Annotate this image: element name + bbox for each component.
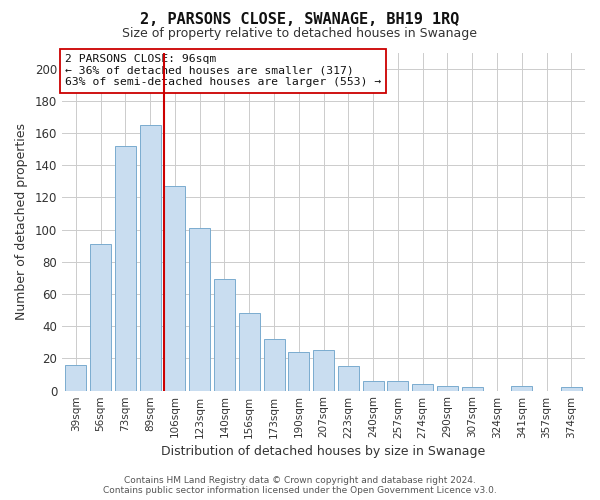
Bar [511, 386, 532, 390]
Y-axis label: Number of detached properties: Number of detached properties [15, 123, 28, 320]
Bar [189, 228, 210, 390]
Text: Contains HM Land Registry data © Crown copyright and database right 2024.: Contains HM Land Registry data © Crown c… [124, 476, 476, 485]
Bar [388, 381, 409, 390]
Bar [263, 339, 284, 390]
Bar [140, 125, 161, 390]
Text: Contains public sector information licensed under the Open Government Licence v3: Contains public sector information licen… [103, 486, 497, 495]
Bar [437, 386, 458, 390]
Text: 2, PARSONS CLOSE, SWANAGE, BH19 1RQ: 2, PARSONS CLOSE, SWANAGE, BH19 1RQ [140, 12, 460, 28]
Text: Size of property relative to detached houses in Swanage: Size of property relative to detached ho… [122, 28, 478, 40]
Bar [214, 280, 235, 390]
Bar [338, 366, 359, 390]
Bar [313, 350, 334, 391]
Bar [90, 244, 111, 390]
Bar [65, 365, 86, 390]
Bar [462, 388, 483, 390]
Bar [561, 388, 582, 390]
X-axis label: Distribution of detached houses by size in Swanage: Distribution of detached houses by size … [161, 444, 486, 458]
Bar [164, 186, 185, 390]
Text: 2 PARSONS CLOSE: 96sqm
← 36% of detached houses are smaller (317)
63% of semi-de: 2 PARSONS CLOSE: 96sqm ← 36% of detached… [65, 54, 381, 88]
Bar [115, 146, 136, 390]
Bar [412, 384, 433, 390]
Bar [288, 352, 310, 391]
Bar [362, 381, 383, 390]
Bar [239, 314, 260, 390]
